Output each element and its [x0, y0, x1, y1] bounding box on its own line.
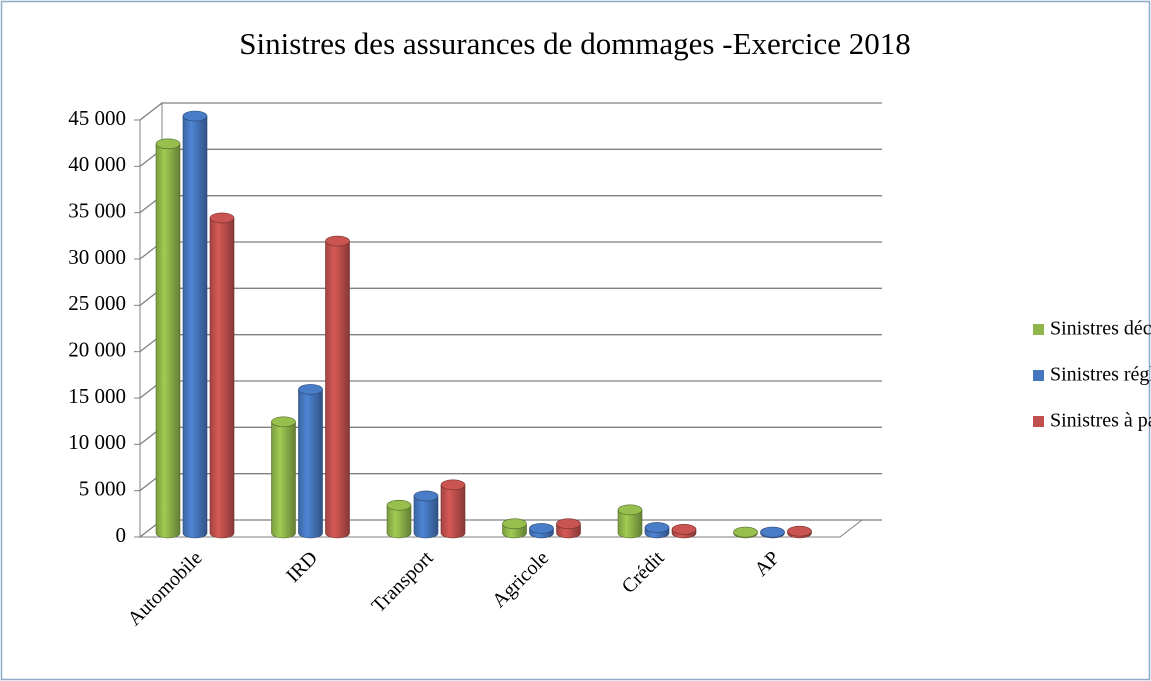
- bar-top: [386, 499, 412, 511]
- legend-label: Sinistres réglés: [1050, 364, 1151, 386]
- bar-top: [787, 525, 812, 537]
- y-tick-label: 10 000: [68, 430, 126, 454]
- bar-top: [644, 522, 670, 533]
- plot: 0 5 000 10 000 15 000 20 000 25 000 30 000 35 0…: [68, 101, 1151, 630]
- bar-top: [155, 138, 181, 150]
- bar-top: [182, 110, 208, 122]
- bar-top: [209, 212, 235, 224]
- legend-label: Sinistres à payer: [1050, 410, 1151, 432]
- y-tick-label: 15 000: [68, 384, 126, 408]
- legend-swatch: [1033, 324, 1044, 335]
- bar: [155, 143, 181, 539]
- bar-top: [413, 490, 439, 502]
- bar-top: [671, 523, 697, 535]
- bar-top: [733, 526, 758, 538]
- grid-line: [139, 102, 882, 121]
- y-tick-label: 20 000: [68, 337, 126, 361]
- bar: [440, 484, 466, 539]
- y-tick-label: 0: [116, 523, 127, 547]
- bar-top: [271, 416, 296, 428]
- bar: [209, 217, 235, 539]
- bar: [298, 389, 323, 539]
- bar: [413, 495, 439, 539]
- bar-top: [617, 504, 643, 516]
- bar: [182, 115, 208, 539]
- bar-top: [298, 384, 323, 395]
- y-tick-label: 5 000: [79, 476, 126, 500]
- y-tick-label: 40 000: [68, 152, 126, 176]
- bar-top: [325, 235, 350, 247]
- bar-top: [502, 518, 527, 530]
- legend-swatch: [1033, 416, 1044, 427]
- bar-top: [760, 526, 785, 538]
- y-tick-label: 30 000: [68, 245, 126, 269]
- bar: [325, 241, 350, 539]
- bar-top: [529, 523, 554, 534]
- bar: [271, 421, 296, 539]
- bar-top: [440, 479, 466, 491]
- legend-label: Sinistres déclarés: [1050, 318, 1151, 340]
- y-tick-label: 25 000: [68, 291, 126, 315]
- chart-title: Sinistres des assurances de dommages -Ex…: [239, 26, 910, 61]
- legend-swatch: [1033, 370, 1044, 381]
- y-tick-label: 45 000: [68, 106, 126, 130]
- y-tick-label: 35 000: [68, 198, 126, 222]
- bar-top: [556, 518, 581, 530]
